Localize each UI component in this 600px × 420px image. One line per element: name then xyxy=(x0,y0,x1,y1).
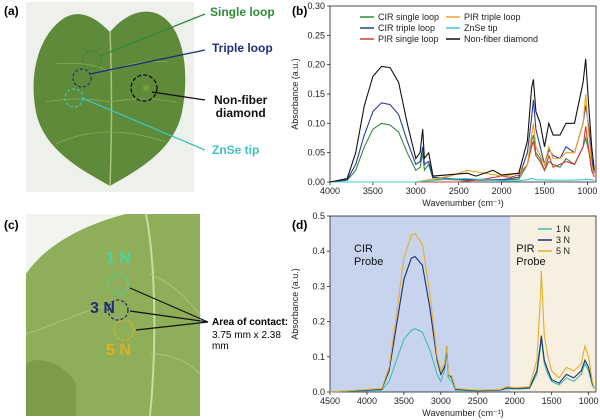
legend-entry: Non-fiber diamond xyxy=(464,34,538,44)
region-0 xyxy=(330,216,511,392)
x-tick-label: 3500 xyxy=(363,186,383,196)
series-line-pir-triple-loop xyxy=(330,93,595,183)
y-tick-label: 0.5 xyxy=(312,211,325,221)
x-tick-label: 2000 xyxy=(492,186,512,196)
single-loop-label: Single loop xyxy=(210,5,275,19)
panel-label-a: (a) xyxy=(4,4,19,18)
legend-entry: PIR single loop xyxy=(378,34,439,44)
znse-tip-label: ZnSe tip xyxy=(212,143,260,157)
series-line-pir-single-loop xyxy=(330,126,595,183)
series-line-5-n xyxy=(329,232,596,393)
panel-label-d: (d) xyxy=(292,218,308,232)
x-tick-label: 3000 xyxy=(431,396,451,406)
x-axis-label: Wavenumber (cm⁻¹) xyxy=(422,198,503,208)
x-tick-label: 2500 xyxy=(449,186,469,196)
x-tick-label: 2000 xyxy=(505,396,525,406)
x-tick-label: 4000 xyxy=(357,396,377,406)
region-label-0: Probe xyxy=(354,256,383,268)
y-tick-label: 0.4 xyxy=(312,246,325,256)
triple-loop-label: Triple loop xyxy=(212,41,273,55)
plot-frame xyxy=(329,215,597,393)
region-label-0: CIR xyxy=(354,243,373,255)
y-tick-label: 0.30 xyxy=(307,1,325,11)
legend-entry: CIR triple loop xyxy=(378,23,435,33)
x-tick-label: 2500 xyxy=(468,396,488,406)
y-tick-label: 0.20 xyxy=(307,60,325,70)
panel-label-c: (c) xyxy=(4,218,19,232)
legend-entry: 3 N xyxy=(556,235,570,245)
x-tick-label: 3500 xyxy=(394,396,414,406)
force-1n-label: 1 N xyxy=(106,250,131,267)
x-tick-label: 1500 xyxy=(542,396,562,406)
x-tick-label: 1500 xyxy=(535,186,555,196)
x-tick-label: 1000 xyxy=(577,186,597,196)
y-axis-label: Absorbance (a.u.) xyxy=(290,268,300,340)
area-of-contact-value: 3.75 mm x 2.38 mm xyxy=(212,330,281,352)
x-tick-label: 4000 xyxy=(320,186,340,196)
series-line-cir-single-loop xyxy=(329,122,595,183)
legend-entry: ZnSe tip xyxy=(464,23,498,33)
force-5n-label: 5 N xyxy=(106,342,131,359)
y-tick-label: 0.25 xyxy=(307,30,325,40)
legend-entry: 1 N xyxy=(556,224,570,234)
x-axis-label: Wavenumber (cm⁻¹) xyxy=(422,408,503,418)
legend-entry: 5 N xyxy=(556,246,570,256)
x-tick-label: 1000 xyxy=(579,396,599,406)
y-tick-label: 0.0 xyxy=(312,387,325,397)
y-tick-label: 0.00 xyxy=(307,177,325,187)
x-tick-label: 3000 xyxy=(406,186,426,196)
y-tick-label: 0.05 xyxy=(307,148,325,158)
y-tick-label: 0.2 xyxy=(312,317,325,327)
region-label-1: Probe xyxy=(516,256,545,268)
legend-entry: PIR triple loop xyxy=(464,12,521,22)
non-fiber-diamond-label: Non-fiber diamond xyxy=(214,93,268,120)
leaf-photo-c xyxy=(26,214,200,416)
legend-entry: CIR single loop xyxy=(378,12,439,22)
y-tick-label: 0.3 xyxy=(312,281,325,291)
y-tick-label: 0.1 xyxy=(312,352,325,362)
region-label-1: PIR xyxy=(516,243,534,255)
series-line-cir-triple-loop xyxy=(329,99,595,183)
y-tick-label: 0.15 xyxy=(307,89,325,99)
panel-label-b: (b) xyxy=(292,4,308,18)
force-3n-label: 3 N xyxy=(90,300,115,317)
series-line-znse-tip xyxy=(330,177,595,183)
y-tick-label: 0.10 xyxy=(307,118,325,128)
area-of-contact-title: Area of contact: xyxy=(212,317,289,328)
x-tick-label: 4500 xyxy=(320,396,340,406)
series-line-non-fiber-diamond xyxy=(329,58,595,183)
y-axis-label: Absorbance (a.u.) xyxy=(290,58,300,130)
